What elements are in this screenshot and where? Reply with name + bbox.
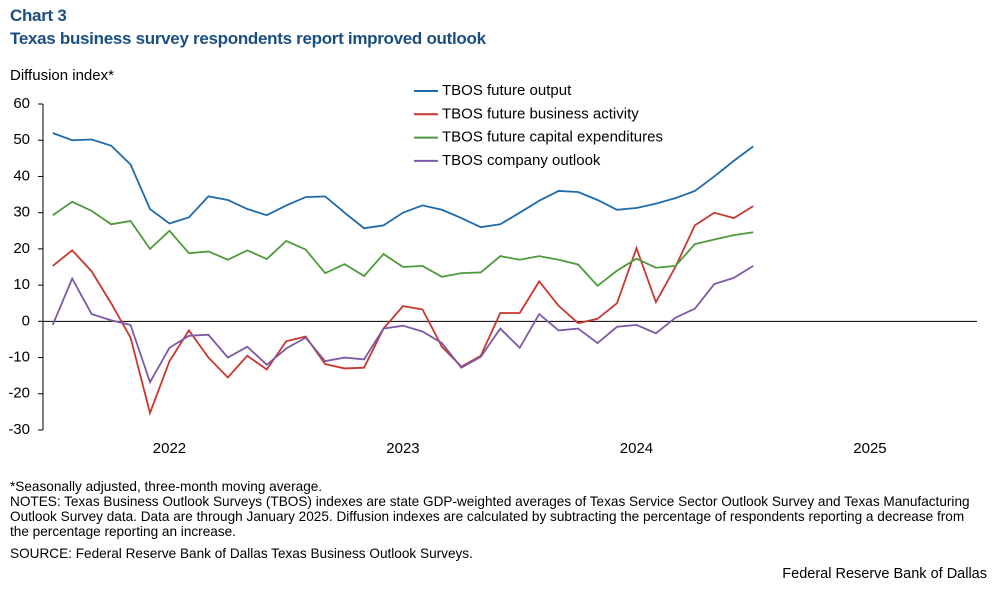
chart-title: Texas business survey respondents report… (10, 29, 486, 48)
footnote: *Seasonally adjusted, three-month moving… (10, 479, 323, 494)
x-tick-label: 2024 (620, 440, 653, 457)
series-line (52, 132, 754, 230)
legend-label: TBOS future output (442, 82, 572, 99)
y-tick-label: -10 (8, 349, 30, 366)
chart-label: Chart 3 (10, 6, 67, 25)
legend-label: TBOS future business activity (442, 105, 639, 122)
y-tick-label: -30 (8, 421, 30, 438)
credit: Federal Reserve Bank of Dallas (782, 566, 987, 582)
legend-label: TBOS company outlook (442, 152, 601, 169)
x-tick-label: 2022 (153, 440, 186, 457)
series-line (51, 265, 754, 385)
x-tick-label: 2025 (853, 440, 886, 457)
y-tick-label: 60 (13, 95, 30, 112)
y-tick-label: 20 (13, 240, 30, 257)
x-tick-label: 2023 (386, 440, 419, 457)
notes: NOTES: Texas Business Outlook Surveys (T… (10, 494, 970, 539)
y-tick-label: 0 (22, 312, 30, 329)
y-tick-label: -20 (8, 385, 30, 402)
legend-label: TBOS future capital expenditures (442, 129, 663, 146)
source: SOURCE: Federal Reserve Bank of Dallas T… (10, 546, 473, 561)
series-line (52, 205, 754, 416)
y-axis-label: Diffusion index* (10, 67, 114, 84)
y-tick-label: 50 (13, 131, 30, 148)
y-tick-label: 30 (13, 204, 30, 221)
series-line (52, 200, 754, 288)
y-tick-label: 40 (13, 167, 30, 184)
y-tick-label: 10 (13, 276, 30, 293)
